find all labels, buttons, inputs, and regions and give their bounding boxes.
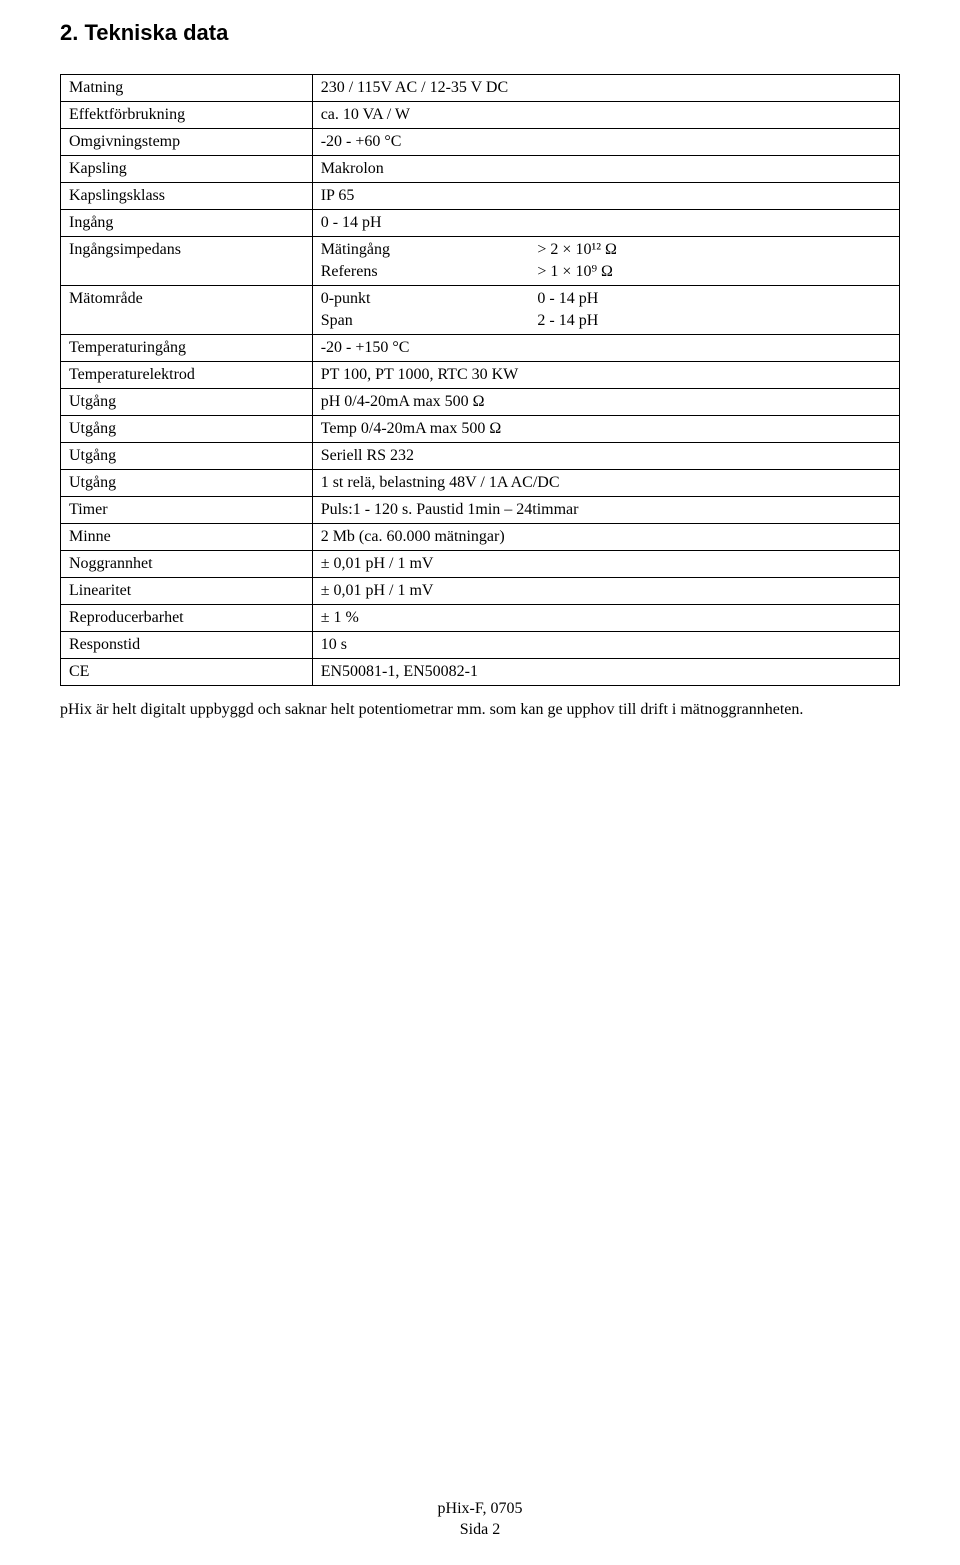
table-row: Temperaturingång-20 - +150 °C <box>61 335 900 362</box>
spec-value: ± 1 % <box>312 605 899 632</box>
spec-value: -20 - +60 °C <box>312 129 899 156</box>
spec-value: 2 Mb (ca. 60.000 mätningar) <box>312 524 899 551</box>
spec-label: Responstid <box>61 632 313 659</box>
spec-value: IP 65 <box>312 183 899 210</box>
table-row: Ingång0 - 14 pH <box>61 210 900 237</box>
spec-subrow-label: 0-punkt <box>321 290 538 308</box>
spec-label: Noggrannhet <box>61 551 313 578</box>
table-row: Linearitet± 0,01 pH / 1 mV <box>61 578 900 605</box>
table-row: Noggrannhet± 0,01 pH / 1 mV <box>61 551 900 578</box>
table-row: Utgång1 st relä, belastning 48V / 1A AC/… <box>61 470 900 497</box>
spec-value: 0 - 14 pH <box>312 210 899 237</box>
spec-value: ± 0,01 pH / 1 mV <box>312 578 899 605</box>
spec-label: Minne <box>61 524 313 551</box>
spec-label: Utgång <box>61 416 313 443</box>
table-row: Reproducerbarhet± 1 % <box>61 605 900 632</box>
table-row: UtgångpH 0/4-20mA max 500 Ω <box>61 389 900 416</box>
table-row: TimerPuls:1 - 120 s. Paustid 1min – 24ti… <box>61 497 900 524</box>
table-row: Ingångsimpedans Mätingång> 2 × 10¹² Ω Refe… <box>61 237 900 286</box>
spec-label: Ingång <box>61 210 313 237</box>
section-heading: 2. Tekniska data <box>60 20 900 46</box>
page: 2. Tekniska data Matning230 / 115V AC / … <box>0 0 960 1565</box>
spec-label: Kapsling <box>61 156 313 183</box>
table-row: Matning230 / 115V AC / 12-35 V DC <box>61 75 900 102</box>
spec-subrow: Referens> 1 × 10⁹ Ω <box>321 263 891 281</box>
table-row: KapslingsklassIP 65 <box>61 183 900 210</box>
spec-subrow: Span2 - 14 pH <box>321 312 891 330</box>
spec-value: 1 st relä, belastning 48V / 1A AC/DC <box>312 470 899 497</box>
spec-label: Utgång <box>61 470 313 497</box>
spec-subrow-value: 0 - 14 pH <box>537 290 891 308</box>
spec-subrow: 0-punkt0 - 14 pH <box>321 290 891 308</box>
spec-subrow-value: > 1 × 10⁹ Ω <box>537 263 891 281</box>
spec-value: 230 / 115V AC / 12-35 V DC <box>312 75 899 102</box>
table-row: Omgivningstemp-20 - +60 °C <box>61 129 900 156</box>
spec-value: Mätingång> 2 × 10¹² Ω Referens> 1 × 10⁹ Ω <box>312 237 899 286</box>
spec-label: Omgivningstemp <box>61 129 313 156</box>
spec-value: -20 - +150 °C <box>312 335 899 362</box>
spec-value: Puls:1 - 120 s. Paustid 1min – 24timmar <box>312 497 899 524</box>
spec-value: 10 s <box>312 632 899 659</box>
table-row: Mätområde 0-punkt0 - 14 pH Span2 - 14 pH <box>61 286 900 335</box>
spec-label: Utgång <box>61 389 313 416</box>
table-row: Responstid10 s <box>61 632 900 659</box>
footer-line-2: Sida 2 <box>0 1520 960 1541</box>
spec-label: Utgång <box>61 443 313 470</box>
spec-label: Kapslingsklass <box>61 183 313 210</box>
spec-subrow-label: Span <box>321 312 538 330</box>
footer-line-1: pHix-F, 0705 <box>0 1499 960 1520</box>
spec-label: Linearitet <box>61 578 313 605</box>
spec-value: Temp 0/4-20mA max 500 Ω <box>312 416 899 443</box>
spec-label: Temperaturingång <box>61 335 313 362</box>
spec-subrow: Mätingång> 2 × 10¹² Ω <box>321 241 891 259</box>
spec-subrow-value: > 2 × 10¹² Ω <box>537 241 891 259</box>
table-row: Effektförbrukningca. 10 VA / W <box>61 102 900 129</box>
spec-value: Seriell RS 232 <box>312 443 899 470</box>
spec-value: PT 100, PT 1000, RTC 30 KW <box>312 362 899 389</box>
table-row: CEEN50081-1, EN50082-1 <box>61 659 900 686</box>
spec-value: 0-punkt0 - 14 pH Span2 - 14 pH <box>312 286 899 335</box>
table-row: KapslingMakrolon <box>61 156 900 183</box>
spec-label: Temperaturelektrod <box>61 362 313 389</box>
spec-value: ± 0,01 pH / 1 mV <box>312 551 899 578</box>
spec-subrow-label: Mätingång <box>321 241 538 259</box>
spec-label: Effektförbrukning <box>61 102 313 129</box>
table-row: UtgångSeriell RS 232 <box>61 443 900 470</box>
spec-subrow-value: 2 - 14 pH <box>537 312 891 330</box>
spec-value: Makrolon <box>312 156 899 183</box>
spec-subrow-label: Referens <box>321 263 538 281</box>
spec-value: EN50081-1, EN50082-1 <box>312 659 899 686</box>
spec-label: Ingångsimpedans <box>61 237 313 286</box>
spec-label: Reproducerbarhet <box>61 605 313 632</box>
spec-value: pH 0/4-20mA max 500 Ω <box>312 389 899 416</box>
spec-table: Matning230 / 115V AC / 12-35 V DCEffektf… <box>60 74 900 686</box>
table-row: UtgångTemp 0/4-20mA max 500 Ω <box>61 416 900 443</box>
spec-label: CE <box>61 659 313 686</box>
page-footer: pHix-F, 0705 Sida 2 <box>0 1499 960 1541</box>
table-row: Minne2 Mb (ca. 60.000 mätningar) <box>61 524 900 551</box>
note-paragraph: pHix är helt digitalt uppbyggd och sakna… <box>60 700 900 721</box>
spec-label: Mätområde <box>61 286 313 335</box>
spec-value: ca. 10 VA / W <box>312 102 899 129</box>
spec-label: Timer <box>61 497 313 524</box>
table-row: TemperaturelektrodPT 100, PT 1000, RTC 3… <box>61 362 900 389</box>
spec-label: Matning <box>61 75 313 102</box>
